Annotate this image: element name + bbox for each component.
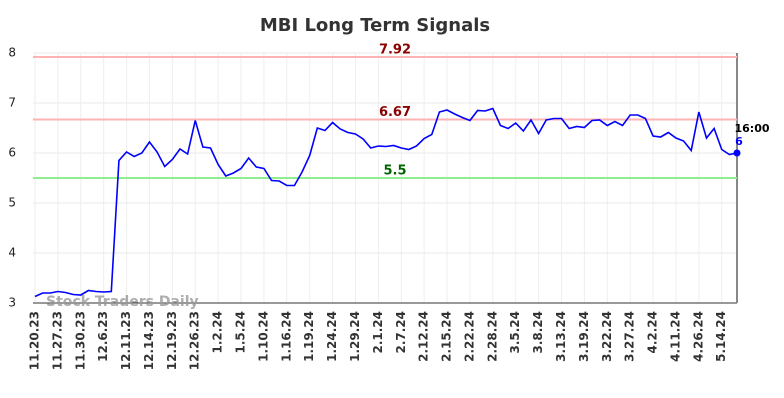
x-tick-label: 4.2.24: [646, 311, 660, 354]
x-tick-label: 12.14.23: [142, 311, 156, 370]
reference-label: 5.5: [383, 164, 406, 179]
x-tick-label: 2.28.24: [485, 311, 499, 362]
x-tick-label: 1.24.24: [325, 311, 339, 362]
y-tick-label: 5: [8, 196, 16, 210]
x-tick-label: 2.12.24: [417, 311, 431, 362]
x-tick-label: 2.22.24: [462, 311, 476, 362]
y-tick-label: 8: [8, 46, 16, 60]
x-tick-label: 11.30.23: [73, 311, 87, 370]
y-tick-label: 3: [8, 296, 16, 310]
y-tick-label: 6: [8, 146, 16, 160]
x-tick-label: 12.11.23: [119, 311, 133, 370]
x-tick-label: 1.5.24: [234, 311, 248, 354]
last-point: [733, 149, 741, 157]
x-tick-label: 2.1.24: [371, 311, 385, 354]
y-tick-label: 4: [8, 246, 16, 260]
last-time: 16:00: [734, 122, 769, 135]
x-tick-label: 3.22.24: [600, 311, 614, 362]
x-tick-label: 4.26.24: [691, 311, 705, 362]
watermark: Stock Traders Daily: [46, 294, 199, 310]
x-tick-label: 3.27.24: [623, 311, 637, 362]
line-series: [34, 107, 738, 298]
x-tick-label: 3.13.24: [554, 311, 568, 362]
x-tick-label: 1.16.24: [279, 311, 293, 362]
x-tick-label: 3.5.24: [508, 311, 522, 354]
x-tick-label: 2.7.24: [394, 311, 408, 354]
x-tick-label: 1.2.24: [211, 311, 225, 354]
x-tick-label: 3.8.24: [531, 311, 545, 354]
last-value: 6: [735, 135, 743, 148]
x-tick-label: 11.20.23: [28, 311, 42, 370]
x-tick-label: 4.11.24: [668, 311, 682, 362]
x-tick-label: 12.6.23: [96, 311, 110, 362]
reference-label: 7.92: [379, 43, 411, 58]
chart-title: MBI Long Term Signals: [260, 15, 490, 36]
reference-label: 6.67: [379, 105, 411, 120]
x-tick-label: 1.29.24: [348, 311, 362, 362]
x-tick-label: 1.19.24: [302, 311, 316, 362]
x-tick-label: 12.26.23: [188, 311, 202, 370]
x-tick-label: 5.14.24: [714, 311, 728, 362]
x-tick-label: 11.27.23: [50, 311, 64, 370]
x-tick-label: 3.19.24: [577, 311, 591, 362]
x-tick-label: 12.19.23: [165, 311, 179, 370]
y-tick-label: 7: [8, 96, 16, 110]
x-tick-label: 2.15.24: [440, 311, 454, 362]
x-tick-label: 1.10.24: [256, 311, 270, 362]
